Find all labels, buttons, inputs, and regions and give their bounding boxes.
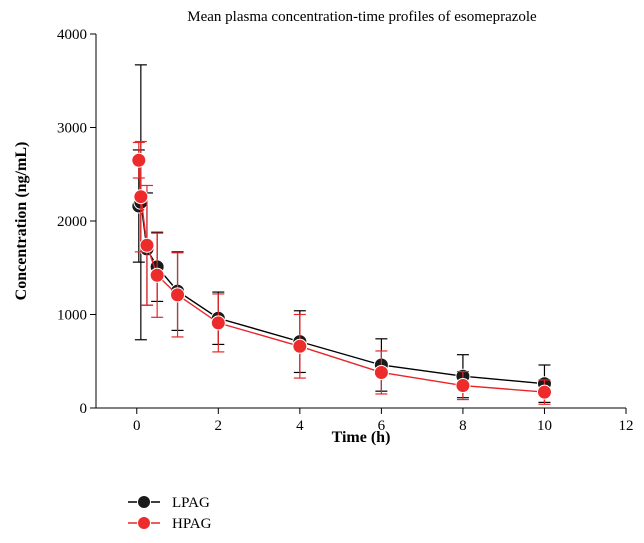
- legend: LPAG HPAG: [128, 495, 212, 532]
- data-point: [170, 287, 186, 303]
- x-tick-label: 12: [619, 418, 634, 434]
- x-axis-label: Time (h): [332, 429, 391, 446]
- data-point: [536, 384, 552, 400]
- series-lpag: [131, 64, 552, 403]
- y-tick-label: 0: [80, 401, 88, 417]
- y-tick-label: 1000: [57, 308, 87, 324]
- plot-area: [131, 64, 552, 405]
- x-axis-ticks: 0 2 4 6 8 10 12: [133, 408, 634, 434]
- legend-marker: [137, 516, 151, 530]
- x-tick-label: 10: [537, 418, 552, 434]
- legend-item-lpag: LPAG: [128, 495, 210, 511]
- x-tick-label: 8: [459, 418, 467, 434]
- x-tick-label: 2: [215, 418, 223, 434]
- series-line: [138, 200, 545, 385]
- data-point: [455, 378, 471, 394]
- y-axis-label: Concentration (ng/mL): [13, 142, 30, 301]
- legend-marker: [137, 495, 151, 509]
- series-line: [138, 160, 545, 393]
- x-tick-label: 6: [378, 418, 386, 434]
- legend-item-hpag: HPAG: [128, 516, 212, 532]
- data-point: [210, 315, 226, 331]
- legend-label: LPAG: [172, 495, 210, 511]
- y-tick-label: 4000: [57, 27, 87, 43]
- data-point: [133, 189, 149, 205]
- data-point: [131, 152, 147, 168]
- x-tick-label: 0: [133, 418, 141, 434]
- data-point: [149, 267, 165, 283]
- data-point: [139, 237, 155, 253]
- y-tick-label: 3000: [57, 121, 87, 137]
- data-point: [373, 364, 389, 380]
- y-axis-ticks: 0 1000 2000 3000 4000: [57, 27, 96, 417]
- y-tick-label: 2000: [57, 214, 87, 230]
- x-tick-label: 4: [296, 418, 304, 434]
- data-point: [292, 338, 308, 354]
- series-hpag: [131, 140, 552, 405]
- chart-title: Mean plasma concentration-time profiles …: [187, 9, 537, 25]
- legend-label: HPAG: [172, 516, 212, 532]
